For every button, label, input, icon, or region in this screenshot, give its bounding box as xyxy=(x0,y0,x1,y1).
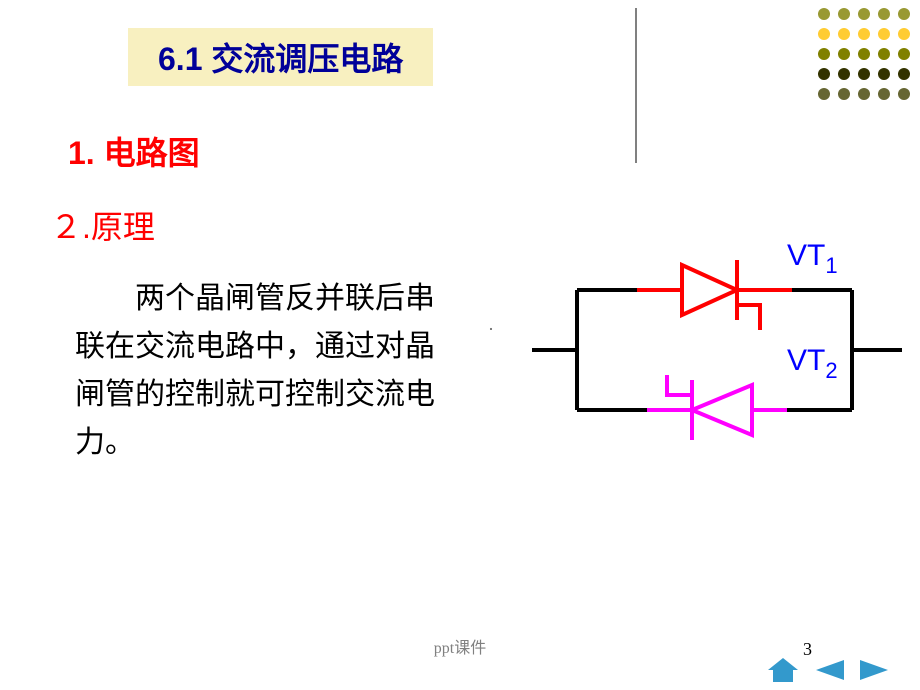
dot xyxy=(858,48,870,60)
dot xyxy=(818,68,830,80)
dot xyxy=(818,48,830,60)
svg-text:VT1: VT1 xyxy=(787,239,838,278)
dot xyxy=(858,8,870,20)
vt1-label: VT xyxy=(787,239,825,272)
center-mark: · xyxy=(488,319,494,340)
prev-icon[interactable] xyxy=(812,656,846,684)
dot xyxy=(898,68,910,80)
dot-row xyxy=(818,48,910,60)
dot xyxy=(838,68,850,80)
dot xyxy=(878,28,890,40)
home-icon[interactable] xyxy=(766,656,800,684)
dot xyxy=(858,88,870,100)
section-heading-1: 1. 电路图 xyxy=(68,128,200,174)
body-paragraph: 两个晶闸管反并联后串联在交流电路中，通过对晶闸管的控制就可控制交流电力。 xyxy=(75,275,455,467)
dot xyxy=(898,88,910,100)
dot xyxy=(898,8,910,20)
section-heading-2: ２.原理 xyxy=(50,202,155,248)
dot xyxy=(818,8,830,20)
slide-title: 6.1 交流调压电路 xyxy=(128,28,433,86)
vt1-subscript: 1 xyxy=(825,253,837,278)
dot xyxy=(858,68,870,80)
dot xyxy=(858,28,870,40)
dot xyxy=(878,48,890,60)
dot-row xyxy=(818,68,910,80)
dot xyxy=(878,88,890,100)
vt2-subscript: 2 xyxy=(825,358,837,383)
nav-buttons xyxy=(766,656,892,684)
dot-row xyxy=(818,8,910,20)
dot xyxy=(838,48,850,60)
dot-row xyxy=(818,28,910,40)
dot xyxy=(818,28,830,40)
corner-dots xyxy=(818,8,910,108)
dot xyxy=(898,48,910,60)
dot xyxy=(818,88,830,100)
vertical-separator xyxy=(635,8,637,163)
dot xyxy=(898,28,910,40)
dot xyxy=(878,8,890,20)
dot xyxy=(838,88,850,100)
dot xyxy=(838,28,850,40)
dot xyxy=(838,8,850,20)
dot-row xyxy=(818,88,910,100)
vt2-label: VT xyxy=(787,344,825,377)
circuit-diagram: VT1 VT2 xyxy=(532,235,902,455)
dot xyxy=(878,68,890,80)
svg-text:VT2: VT2 xyxy=(787,344,838,383)
next-icon[interactable] xyxy=(858,656,892,684)
footer-text: ppt课件 xyxy=(434,634,486,658)
